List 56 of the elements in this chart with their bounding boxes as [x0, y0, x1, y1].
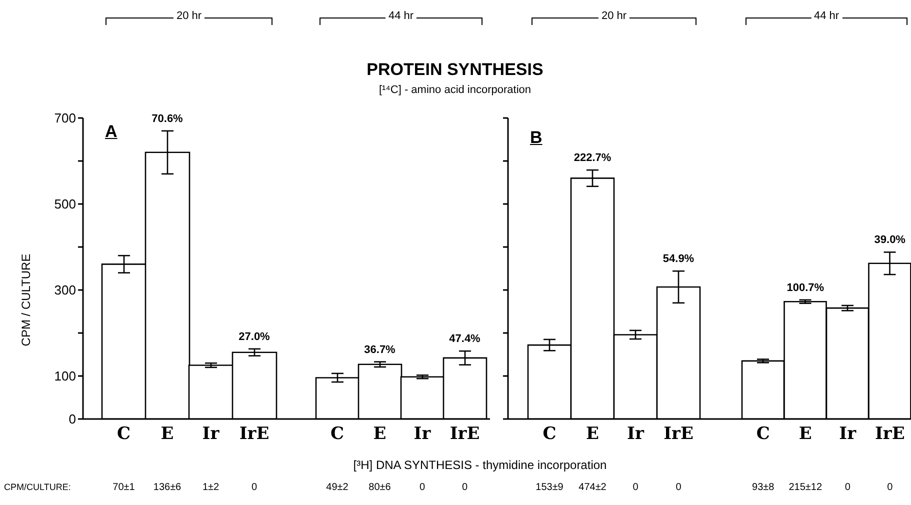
text: 215±12	[788, 482, 822, 493]
annotation: 39.0%	[874, 234, 906, 246]
text: [³H] DNA SYNTHESIS - thymidine incorporation	[353, 458, 607, 472]
annotation: 100.7%	[786, 282, 824, 294]
text: 0	[632, 482, 638, 493]
x-tick-label: Ir	[202, 424, 220, 444]
text: 474±2	[578, 482, 606, 493]
annotation: 54.9%	[662, 253, 694, 266]
text: 44 hr	[385, 10, 417, 22]
text: 44 hr	[810, 10, 842, 22]
x-tick-label: E	[160, 424, 174, 444]
y-tick-label: 700	[54, 110, 76, 126]
annotation: B	[530, 128, 542, 148]
chart-title: PROTEIN SYNTHESIS	[366, 60, 544, 80]
x-tick-label: Ir	[839, 424, 858, 444]
x-tick-label: E	[586, 424, 600, 444]
x-tick-label: IrE	[450, 424, 480, 444]
x-tick-label: C	[116, 424, 131, 444]
x-tick-label: C	[542, 424, 556, 444]
x-tick-label: IrE	[239, 424, 270, 444]
x-tick-label: Ir	[627, 424, 645, 444]
text: 70±1	[112, 482, 135, 493]
text: 0	[887, 482, 893, 493]
annotation: 36.7%	[364, 344, 396, 356]
text: 153±9	[536, 482, 564, 493]
x-tick-label: IrE	[664, 424, 694, 444]
y-tick-label: 100	[54, 368, 76, 384]
chart-subtitle: [¹⁴C] - amino acid incorporation	[378, 84, 532, 96]
text: 20 hr	[173, 10, 205, 22]
x-tick-label: Ir	[414, 424, 432, 444]
x-tick-label: E	[798, 424, 812, 444]
annotation: A	[105, 122, 118, 142]
y-axis-title: CPM / CULTURE	[19, 254, 33, 346]
x-tick-label: C	[330, 424, 344, 444]
text: 0	[251, 482, 258, 493]
x-tick-label: IrE	[874, 424, 905, 444]
text: 0	[462, 482, 468, 493]
y-tick-label: 0	[68, 412, 76, 427]
text: 0	[844, 482, 850, 493]
text: 80±6	[368, 482, 391, 493]
text: CPM/CULTURE:	[4, 482, 71, 492]
text: 0	[676, 482, 682, 493]
text: 93±8	[752, 482, 774, 493]
annotation: 70.6%	[152, 112, 183, 125]
text: 20 hr	[598, 10, 630, 22]
y-tick-label: 500	[54, 196, 76, 212]
annotation: 47.4%	[449, 333, 480, 346]
text: 1±2	[202, 482, 220, 493]
text: 0	[419, 482, 426, 493]
y-tick-label: 300	[54, 282, 76, 298]
annotation: 27.0%	[238, 330, 270, 343]
x-tick-label: C	[756, 424, 770, 444]
annotation: 222.7%	[574, 152, 612, 164]
text: 136±6	[153, 482, 182, 493]
x-tick-label: E	[373, 424, 386, 444]
text: 49±2	[326, 482, 348, 493]
